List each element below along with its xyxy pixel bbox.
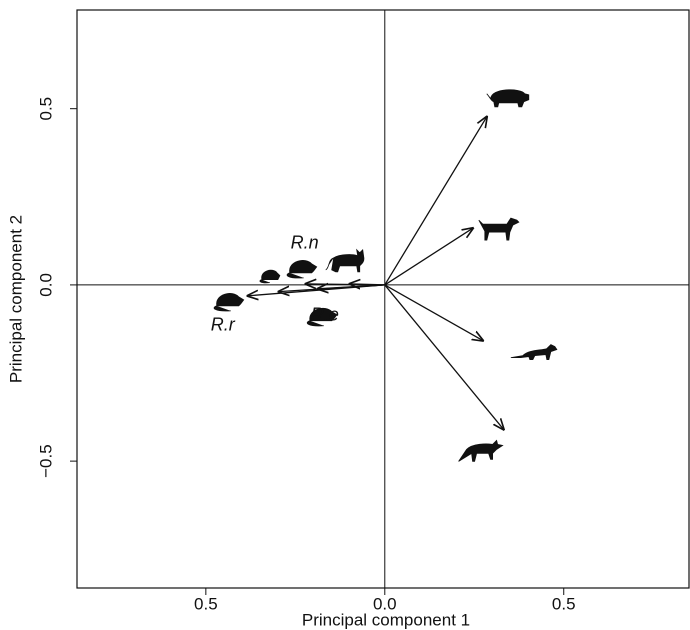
x-tick-label: 0.5 xyxy=(194,594,218,613)
y-tick-label: −0.5 xyxy=(36,444,55,478)
vector-label: R.e xyxy=(311,305,339,325)
animal-icon xyxy=(511,345,557,360)
animal-icon xyxy=(287,260,317,278)
x-tick-label: 0.0 xyxy=(373,594,397,613)
plot-frame xyxy=(77,10,689,588)
y-tick-label: 0.5 xyxy=(36,97,55,121)
x-tick-label: 0.5 xyxy=(552,594,576,613)
animal-icon xyxy=(214,293,244,311)
animal-icon xyxy=(487,90,529,107)
loading-arrow xyxy=(385,285,483,341)
vector-label: R.n xyxy=(291,233,319,253)
vector-label: R.r xyxy=(211,315,236,335)
y-tick-label: 0.0 xyxy=(36,273,55,297)
y-axis-title: Principal component 2 xyxy=(6,215,25,383)
animal-icon xyxy=(260,270,280,283)
animal-icon xyxy=(326,250,364,272)
loading-arrow xyxy=(385,117,487,285)
loading-arrow xyxy=(385,285,504,430)
chart: Principal component 1 Principal componen… xyxy=(0,0,690,630)
animal-icon xyxy=(459,440,503,461)
animal-icon xyxy=(479,218,519,240)
loading-arrow xyxy=(385,228,473,285)
